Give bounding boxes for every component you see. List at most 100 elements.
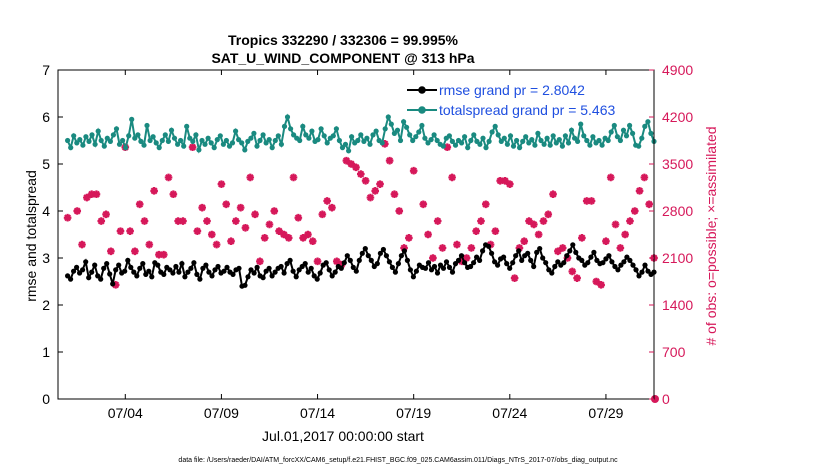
series-point bbox=[618, 262, 624, 268]
series-point bbox=[110, 132, 116, 138]
series-point bbox=[609, 259, 615, 265]
series-point bbox=[205, 135, 211, 141]
series-point bbox=[83, 134, 89, 140]
series-point bbox=[543, 260, 549, 266]
obs-marker bbox=[169, 190, 178, 199]
obs-marker bbox=[193, 227, 202, 235]
x-tick-label: 07/04 bbox=[108, 405, 143, 421]
series-point bbox=[440, 265, 447, 271]
obs-marker bbox=[73, 207, 82, 215]
series-point bbox=[636, 143, 642, 149]
series-point bbox=[123, 145, 129, 151]
series-point bbox=[161, 271, 167, 277]
series-point bbox=[364, 135, 370, 141]
series-point bbox=[639, 135, 645, 141]
series-point bbox=[224, 264, 230, 270]
obs-marker bbox=[332, 257, 341, 266]
series-point bbox=[338, 265, 344, 271]
y2-tick-label: 2100 bbox=[662, 250, 693, 266]
series-point bbox=[92, 141, 98, 147]
series-point bbox=[248, 135, 254, 141]
series-point bbox=[452, 142, 459, 148]
obs-marker bbox=[131, 247, 139, 256]
series-point bbox=[74, 140, 80, 146]
series-point bbox=[356, 257, 362, 263]
obs-marker bbox=[443, 143, 452, 152]
obs-marker bbox=[640, 173, 649, 182]
series-point bbox=[584, 137, 590, 144]
y-tick-label: 5 bbox=[42, 156, 50, 172]
obs-marker bbox=[357, 170, 365, 178]
series-point bbox=[428, 137, 434, 143]
obs-marker bbox=[342, 156, 351, 165]
series-point bbox=[483, 145, 489, 151]
series-point bbox=[367, 141, 373, 147]
obs-marker bbox=[145, 240, 154, 249]
series-point bbox=[178, 137, 184, 144]
obs-marker bbox=[270, 207, 279, 215]
series-point bbox=[591, 249, 597, 255]
series-point bbox=[404, 124, 410, 130]
series-point bbox=[266, 137, 272, 143]
series-point bbox=[254, 264, 260, 270]
series-point bbox=[362, 246, 368, 252]
series-point bbox=[529, 137, 535, 143]
series-point bbox=[608, 129, 614, 135]
series-point bbox=[440, 143, 446, 149]
obs-marker bbox=[159, 250, 168, 259]
series-point bbox=[523, 134, 529, 140]
series-point bbox=[116, 262, 122, 268]
series-point bbox=[86, 275, 92, 281]
chart-title: Tropics 332290 / 332306 = 99.995% bbox=[228, 32, 459, 48]
series-point bbox=[645, 119, 651, 125]
series-point bbox=[462, 260, 468, 266]
series-point bbox=[410, 137, 416, 144]
series-point bbox=[317, 270, 323, 276]
series-point bbox=[153, 140, 159, 146]
series-point bbox=[517, 145, 523, 151]
series-point bbox=[287, 257, 293, 263]
obs-marker bbox=[135, 200, 144, 209]
series-point bbox=[113, 126, 120, 132]
series-point bbox=[474, 254, 480, 260]
series-point bbox=[306, 135, 312, 141]
series-point bbox=[179, 261, 185, 267]
spread-series bbox=[65, 113, 657, 154]
series-point bbox=[344, 253, 350, 259]
series-point bbox=[349, 134, 355, 140]
series-point bbox=[251, 270, 257, 276]
series-point bbox=[541, 141, 547, 147]
series-point bbox=[385, 114, 391, 120]
obs-marker bbox=[251, 210, 259, 219]
series-point bbox=[209, 273, 215, 279]
legend-spread-label: totalspread grand pr = 5.463 bbox=[439, 102, 616, 118]
obs-marker bbox=[256, 257, 264, 266]
series-point bbox=[126, 133, 132, 139]
series-point bbox=[150, 134, 156, 140]
obs-marker bbox=[236, 203, 245, 212]
obs-marker bbox=[477, 217, 485, 225]
y2-axis: 0 700 1400 2100 2800 3500 4200 4900 bbox=[649, 62, 693, 407]
series-point bbox=[477, 257, 483, 263]
series-point bbox=[455, 257, 462, 263]
obs-marker bbox=[539, 217, 548, 225]
series-point bbox=[184, 123, 190, 129]
series-point bbox=[318, 126, 324, 132]
series-point bbox=[309, 128, 315, 134]
series-point bbox=[104, 135, 110, 141]
series-point bbox=[561, 260, 567, 266]
series-point bbox=[129, 116, 135, 122]
series-point bbox=[579, 257, 585, 263]
series-point bbox=[480, 135, 486, 141]
series-point bbox=[587, 142, 593, 148]
obs-marker bbox=[611, 220, 620, 229]
series-point bbox=[468, 263, 474, 270]
series-point bbox=[288, 126, 294, 132]
series-point bbox=[251, 130, 257, 136]
series-point bbox=[128, 264, 134, 270]
series-point bbox=[168, 127, 175, 133]
series-point bbox=[549, 270, 555, 276]
obs-marker bbox=[501, 176, 509, 185]
series-point bbox=[245, 138, 251, 144]
